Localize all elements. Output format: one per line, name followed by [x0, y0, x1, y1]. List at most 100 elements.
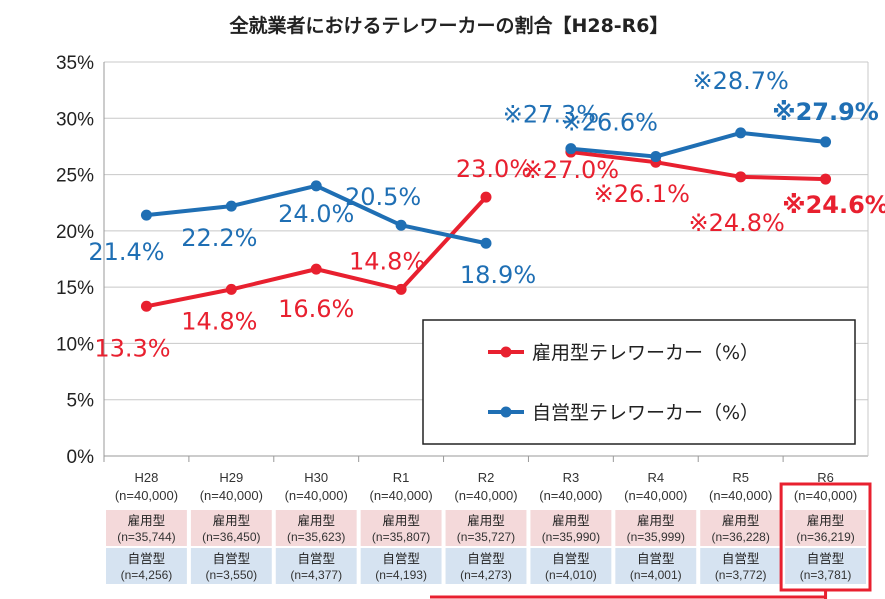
- table-row-label: 自営型: [552, 551, 590, 566]
- table-cell: [275, 510, 357, 546]
- data-label: ※26.6%: [562, 109, 658, 137]
- table-row-label: 雇用型: [552, 513, 590, 528]
- data-point: [480, 237, 492, 249]
- series-line: [570, 130, 826, 159]
- data-label: ※27.3%: [503, 101, 599, 129]
- table-cell-value: (n=3,550): [205, 568, 257, 582]
- data-label: 14.8%: [181, 307, 257, 335]
- data-point: [310, 263, 322, 275]
- x-tick-label: R5: [732, 470, 749, 485]
- legend-label: 雇用型テレワーカー（%）: [532, 342, 759, 364]
- table-cell: [445, 510, 527, 546]
- data-label: 14.8%: [349, 247, 425, 275]
- table-cell-value: (n=3,781): [800, 568, 852, 582]
- x-sample-size: (n=40,000): [709, 488, 772, 503]
- y-tick-label: 15%: [56, 278, 94, 299]
- y-tick-label: 0%: [67, 447, 95, 468]
- table-row-label: 自営型: [637, 551, 675, 566]
- x-tick-label: H29: [219, 470, 243, 485]
- table-cell: [615, 510, 697, 546]
- x-tick-label: H30: [304, 470, 328, 485]
- x-sample-size: (n=40,000): [454, 488, 517, 503]
- data-point: [140, 300, 152, 312]
- x-axis: H28 (n=40,000) H29 (n=40,000) H30 (n=40,000) R…: [103, 456, 857, 503]
- table-cell: [700, 548, 782, 584]
- data-point: [225, 283, 237, 295]
- table-cell-value: (n=36,450): [202, 530, 260, 544]
- table-row-label: 自営型: [213, 551, 251, 566]
- table-row-label: 雇用型: [467, 513, 505, 528]
- data-label: 24.0%: [278, 200, 354, 228]
- table-row-label: 雇用型: [297, 513, 335, 528]
- table-row-label: 雇用型: [637, 513, 675, 528]
- table-cell-value: (n=35,623): [287, 530, 345, 544]
- table-cell: [360, 510, 442, 546]
- y-tick-label: 35%: [56, 53, 94, 74]
- table-row-label: 自営型: [807, 551, 845, 566]
- y-axis: 0% 5% 10% 15% 20% 25% 30% 35%: [56, 53, 869, 468]
- legend-label: 自営型テレワーカー（%）: [532, 402, 759, 424]
- data-label: ※27.9%: [772, 98, 879, 126]
- table-row-label: 雇用型: [807, 513, 845, 528]
- table-row-label: 雇用型: [722, 513, 760, 528]
- table-row-label: 雇用型: [382, 513, 420, 528]
- data-label: 20.5%: [345, 183, 421, 211]
- table-cell: [785, 548, 866, 584]
- data-point: [395, 219, 407, 231]
- data-point: [735, 127, 747, 139]
- table-cell-value: (n=4,001): [630, 568, 682, 582]
- data-label: ※28.7%: [692, 67, 788, 95]
- y-tick-label: 30%: [56, 109, 94, 130]
- data-label: 23.0%: [456, 155, 532, 183]
- data-label: 22.2%: [181, 224, 257, 252]
- table-row-label: 自営型: [382, 551, 420, 566]
- data-point: [650, 151, 662, 163]
- x-tick-label: R6: [817, 470, 834, 485]
- data-point: [310, 180, 322, 192]
- chart-title: 全就業者におけるテレワーカーの割合【H28-R6】: [228, 14, 668, 37]
- data-label: ※24.8%: [688, 209, 784, 237]
- y-tick-label: 20%: [56, 222, 94, 243]
- x-sample-size: (n=40,000): [539, 488, 602, 503]
- data-point: [480, 191, 492, 203]
- table-row-label: 自営型: [467, 551, 505, 566]
- data-labels: 13.3%14.8% 16.6%14.8%23.0%※27.0%※26.1%※24…: [88, 67, 885, 362]
- series-group: [140, 127, 832, 312]
- legend-swatch-marker: [500, 346, 512, 358]
- x-sample-size: (n=40,000): [624, 488, 687, 503]
- table-cell: [700, 510, 782, 546]
- data-label: ※24.6%: [782, 191, 885, 219]
- data-label: 16.6%: [278, 295, 354, 323]
- table-cell: [275, 548, 357, 584]
- table-cell: [785, 510, 866, 546]
- data-label: 13.3%: [94, 334, 170, 362]
- table-cell-value: (n=4,273): [460, 568, 512, 582]
- legend-box: [422, 319, 856, 445]
- table-cell: [190, 548, 272, 584]
- table-row-label: 自営型: [128, 551, 166, 566]
- table-row-label: 雇用型: [128, 513, 166, 528]
- table-cell: [530, 510, 612, 546]
- table-cell-value: (n=36,219): [796, 530, 854, 544]
- y-tick-label: 10%: [56, 334, 94, 355]
- table-cell: [445, 548, 527, 584]
- table-row-label: 自営型: [297, 551, 335, 566]
- x-sample-size: (n=40,000): [285, 488, 348, 503]
- data-label: 18.9%: [460, 261, 536, 289]
- x-sample-size: (n=40,000): [200, 488, 263, 503]
- table-cell: [360, 548, 442, 584]
- x-tick-label: R4: [647, 470, 664, 485]
- table-cell-value: (n=4,377): [290, 568, 342, 582]
- data-point: [395, 283, 407, 295]
- table-cell: [615, 548, 697, 584]
- x-sample-size: (n=40,000): [115, 488, 178, 503]
- r6-highlight: [430, 482, 872, 599]
- x-sample-size: (n=40,000): [369, 488, 432, 503]
- table-cell-value: (n=35,807): [372, 530, 430, 544]
- legend: 雇用型テレワーカー（%） 自営型テレワーカー（%）: [422, 319, 856, 445]
- table-cell-value: (n=3,772): [715, 568, 767, 582]
- data-label: ※26.1%: [594, 180, 690, 208]
- data-point: [140, 209, 152, 221]
- legend-swatch-marker: [500, 406, 512, 418]
